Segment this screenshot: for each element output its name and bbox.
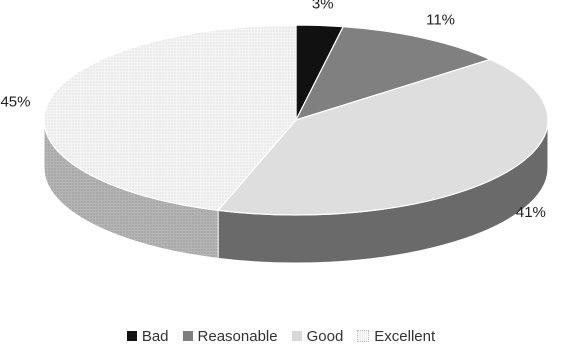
legend-swatch-excellent xyxy=(357,330,370,342)
legend: Bad Reasonable Good Excellent xyxy=(0,326,562,346)
data-label-bad: 3% xyxy=(312,0,334,13)
pie-slices xyxy=(43,24,549,216)
pie-chart: 3% 11% 41% 45% xyxy=(0,0,549,264)
data-label-reasonable: 11% xyxy=(426,11,455,28)
legend-item-bad: Bad xyxy=(126,327,169,345)
pie-slice-good xyxy=(216,58,549,216)
legend-label-excellent: Excellent xyxy=(374,327,436,345)
legend-item-excellent: Excellent xyxy=(357,328,435,345)
legend-item-good: Good xyxy=(291,327,344,345)
pie-data-labels: 3% 11% 41% 45% xyxy=(0,0,545,221)
pie-slice-excellent xyxy=(43,24,297,211)
data-label-excellent: 45% xyxy=(0,94,30,111)
legend-label-bad: Bad xyxy=(141,327,169,345)
legend-item-reasonable: Reasonable xyxy=(182,327,278,345)
data-label-good: 41% xyxy=(516,204,546,221)
legend-label-good: Good xyxy=(306,327,344,345)
pie-slice-reasonable xyxy=(294,26,492,121)
legend-swatch-bad xyxy=(126,331,137,341)
legend-swatch-good xyxy=(291,331,302,341)
legend-label-reasonable: Reasonable xyxy=(197,327,278,345)
legend-swatch-reasonable xyxy=(182,331,193,341)
